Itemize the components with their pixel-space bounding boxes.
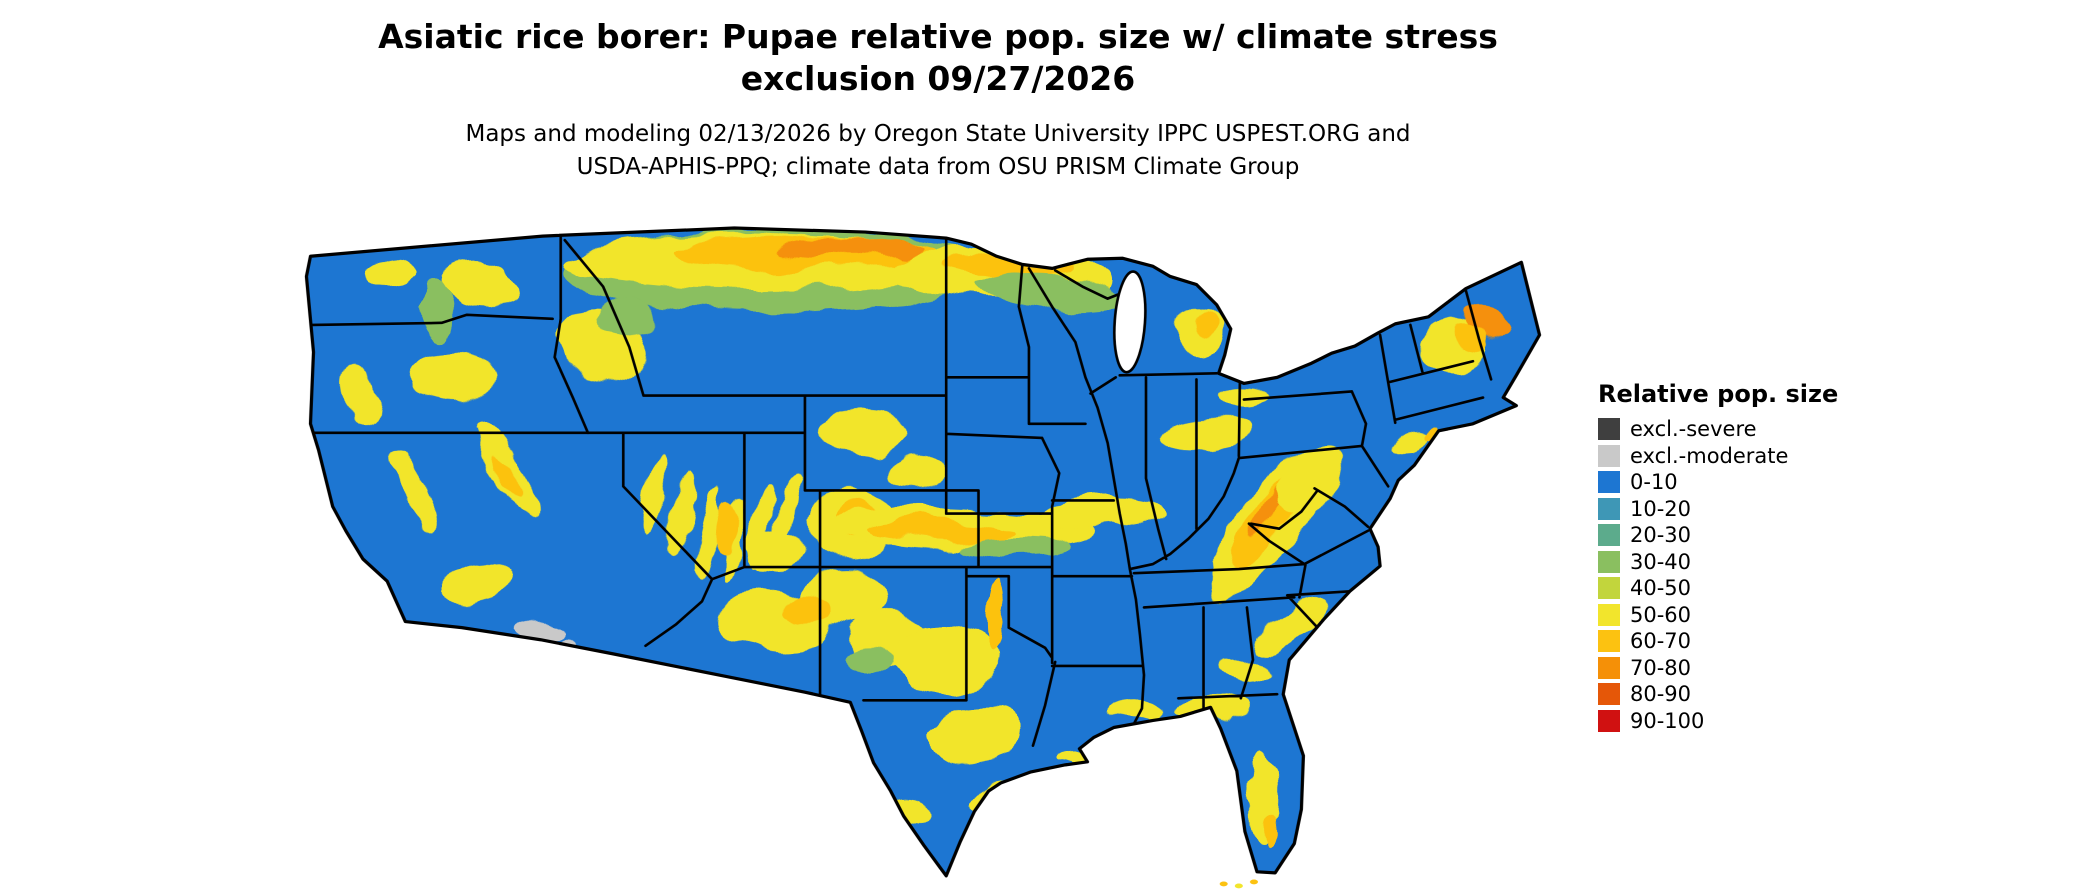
legend: Relative pop. size excl.-severe excl.-mo…: [1598, 380, 1858, 736]
subtitle-line-2: USDA-APHIS-PPQ; climate data from OSU PR…: [576, 154, 1300, 181]
legend-item: 30-40: [1598, 549, 1858, 574]
lake-michigan: [1113, 270, 1147, 374]
legend-item: 80-90: [1598, 682, 1858, 706]
legend-swatch-0-10: [1598, 471, 1620, 493]
legend-item: 40-50: [1598, 576, 1858, 600]
legend-swatch-70-80: [1598, 656, 1620, 679]
legend-label: 90-100: [1630, 708, 1705, 733]
page-title: Asiatic rice borer: Pupae relative pop. …: [0, 16, 1876, 100]
legend-title: Relative pop. size: [1598, 380, 1839, 408]
legend-item: excl.-moderate: [1598, 443, 1858, 468]
legend-label: 0-10: [1630, 470, 1678, 494]
legend-label: excl.-severe: [1630, 417, 1757, 441]
legend-item: 50-60: [1598, 602, 1858, 627]
legend-label: excl.-moderate: [1630, 443, 1789, 468]
legend-item: 60-70: [1598, 629, 1858, 653]
legend-swatch-40-50: [1598, 577, 1620, 599]
legend-label: 70-80: [1630, 655, 1692, 680]
legend-swatch-50-60: [1598, 603, 1620, 626]
legend-swatch-30-40: [1598, 550, 1620, 573]
legend-item: 0-10: [1598, 470, 1858, 494]
florida-keys: [1219, 879, 1258, 889]
data-raster: [306, 228, 1540, 876]
legend-label: 10-20: [1630, 496, 1692, 521]
legend-label: 30-40: [1630, 549, 1692, 574]
legend-swatch-60-70: [1598, 630, 1620, 652]
legend-item: 20-30: [1598, 523, 1858, 547]
title-line-1: Asiatic rice borer: Pupae relative pop. …: [378, 17, 1498, 56]
us-map: [300, 226, 1552, 892]
legend-label: 80-90: [1630, 682, 1692, 706]
page-subtitle: Maps and modeling 02/13/2026 by Oregon S…: [0, 118, 1876, 185]
title-line-2: exclusion 09/27/2026: [740, 59, 1136, 99]
subtitle-line-1: Maps and modeling 02/13/2026 by Oregon S…: [465, 121, 1411, 147]
legend-swatch-80-90: [1598, 683, 1620, 705]
us-map-svg: [304, 226, 1542, 889]
legend-item: excl.-severe: [1598, 417, 1858, 441]
legend-label: 60-70: [1630, 629, 1692, 653]
legend-label: 40-50: [1630, 576, 1692, 600]
legend-item: 70-80: [1598, 655, 1858, 680]
legend-swatch-excl-severe: [1598, 418, 1620, 440]
legend-swatch-20-30: [1598, 524, 1620, 546]
legend-swatch-10-20: [1598, 497, 1620, 520]
legend-item: 10-20: [1598, 496, 1858, 521]
legend-swatch-excl-moderate: [1598, 444, 1620, 467]
legend-item: 90-100: [1598, 708, 1858, 733]
legend-swatch-90-100: [1598, 709, 1620, 732]
legend-label: 20-30: [1630, 523, 1692, 547]
state-borders: [307, 230, 1493, 747]
legend-label: 50-60: [1630, 602, 1692, 627]
